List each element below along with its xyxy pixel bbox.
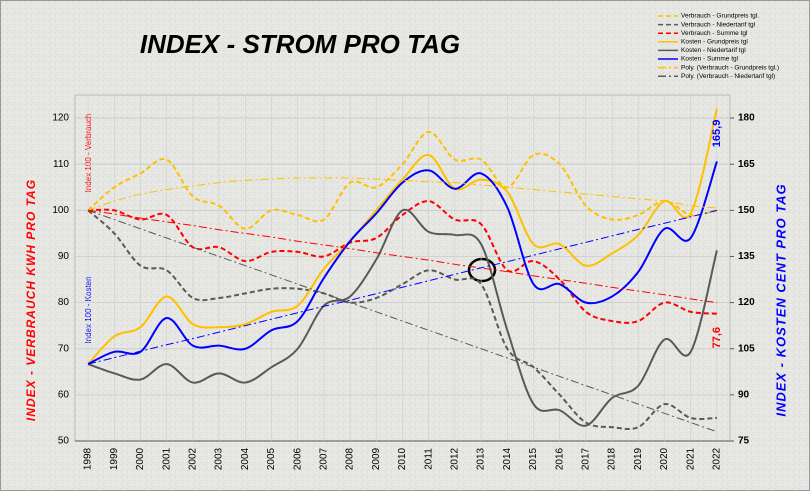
- x-tick-label: 2015: [528, 447, 539, 470]
- y2-axis-label: INDEX - KOSTEN CENT PRO TAG: [773, 183, 788, 416]
- series-line: [87, 209, 718, 365]
- x-tick-label: 2011: [423, 448, 434, 470]
- legend-label: Kosten - Summe tgl: [681, 56, 739, 63]
- y2-tick-label: 120: [738, 297, 755, 308]
- data-label: 77,6: [711, 327, 723, 348]
- y2-tick-label: 165: [738, 159, 755, 170]
- x-tick-label: 2003: [214, 447, 225, 470]
- series-line: [88, 209, 717, 304]
- x-tick-label: 2021: [685, 447, 696, 470]
- y2-tick-label: 135: [738, 251, 755, 262]
- y2-tick-label: 105: [738, 343, 755, 354]
- y2-tick-label: 75: [738, 436, 750, 447]
- y-tick-label: 70: [58, 343, 70, 354]
- x-tick-label: 2022: [712, 447, 723, 470]
- series-line: [87, 208, 718, 427]
- y-tick-label: 90: [58, 251, 70, 262]
- x-tick-label: 2018: [607, 447, 618, 470]
- x-tick-label: 2017: [581, 447, 592, 470]
- x-tick-label: 2005: [266, 447, 277, 470]
- legend-label: Poly. (Verbrauch - Niedertarif tgl): [681, 73, 775, 80]
- series-line: [87, 161, 718, 366]
- x-tick-label: 2009: [371, 447, 382, 470]
- x-tick-label: 2013: [476, 447, 487, 470]
- x-tick-label: 2001: [161, 447, 172, 470]
- series-line: [87, 209, 717, 431]
- y2-tick-label: 150: [738, 205, 755, 216]
- series-line: [88, 200, 717, 324]
- x-tick-label: 2014: [502, 447, 513, 470]
- x-tick-label: 2004: [240, 447, 251, 470]
- x-tick-label: 1999: [109, 447, 120, 470]
- x-tick-label: 2019: [633, 447, 644, 470]
- x-tick-label: 2002: [188, 447, 199, 470]
- legend-label: Verbrauch - Grundpreis tgl.: [681, 13, 759, 20]
- x-tick-label: 2007: [319, 447, 330, 470]
- x-tick-label: 2012: [450, 447, 461, 470]
- x-tick-label: 1998: [83, 447, 94, 470]
- legend-label: Kosten - Grundpreis tgl: [681, 39, 748, 46]
- y-axis-label: INDEX - VERBRAUCH KWH PRO TAG: [24, 179, 38, 421]
- legend-label: Kosten - Niedertarif tgl: [681, 47, 746, 54]
- y-tick-label: 100: [52, 205, 69, 216]
- x-tick-label: 2010: [397, 447, 408, 470]
- legend-label: Verbrauch - Summe tgl: [681, 30, 748, 37]
- chart-title: INDEX - STROM PRO TAG: [140, 29, 460, 59]
- y-tick-label: 110: [53, 159, 69, 170]
- y2-tick-label: 90: [738, 390, 750, 401]
- y2-tick-label: 180: [738, 113, 755, 124]
- x-tick-label: 2000: [135, 447, 146, 470]
- series-line: [87, 209, 718, 433]
- y-tick-label: 60: [58, 390, 70, 401]
- legend-label: Poly. (Verbrauch - Grundpreis tgl.): [681, 64, 779, 71]
- x-tick-label: 2020: [659, 447, 670, 470]
- y-tick-label: 120: [52, 113, 69, 124]
- x-tick-label: 2006: [292, 447, 303, 470]
- y-tick-label: 50: [58, 436, 70, 447]
- annotation: Index 100 - Kosten: [84, 276, 93, 343]
- data-label: 165,9: [711, 120, 723, 148]
- annotation: Index 100 - Verbrauch: [84, 114, 93, 193]
- y-tick-label: 80: [58, 297, 70, 308]
- x-tick-label: 2016: [554, 447, 565, 470]
- x-tick-label: 2008: [345, 447, 356, 470]
- series-line: [87, 177, 717, 211]
- series-line: [87, 108, 718, 365]
- legend-label: Verbrauch - Niedertarif tgl: [681, 21, 756, 28]
- series-line: [87, 130, 718, 230]
